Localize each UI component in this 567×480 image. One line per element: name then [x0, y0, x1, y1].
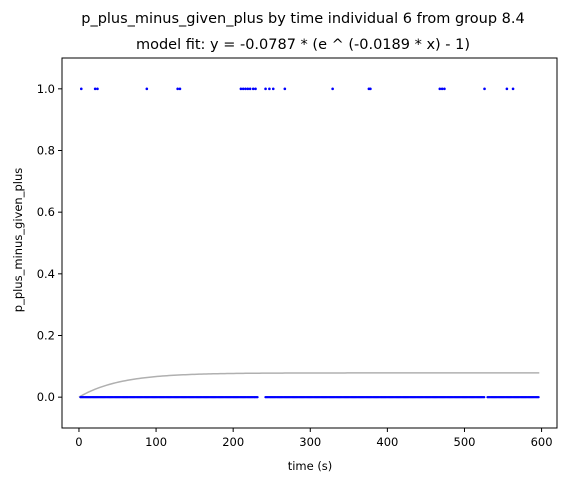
plot-frame [61, 57, 558, 429]
x-tick-label: 300 [299, 435, 321, 449]
data-point [331, 87, 334, 91]
x-tick-label: 200 [222, 435, 244, 449]
data-point [178, 87, 182, 91]
x-tick-label: 400 [376, 435, 398, 449]
x-tick-label: 500 [454, 435, 476, 449]
data-point [505, 87, 509, 91]
data-point [271, 87, 275, 91]
data-point [93, 87, 97, 91]
data-point [145, 87, 149, 91]
x-tick-label: 100 [145, 435, 167, 449]
data-point [483, 87, 486, 91]
data-point [511, 87, 515, 91]
data-point [537, 395, 540, 399]
y-tick-label: 0.0 [37, 390, 55, 404]
data-point [79, 87, 83, 91]
data-point [176, 87, 179, 91]
y-tick-label: 0.6 [37, 205, 55, 219]
data-point [96, 87, 99, 91]
data-point [241, 87, 245, 91]
y-axis-label: p_plus_minus_given_plus [11, 168, 25, 312]
chart-title: p_plus_minus_given_plus by time individu… [81, 11, 525, 27]
data-point [440, 87, 444, 91]
data-point [264, 87, 267, 91]
data-point [443, 87, 446, 91]
y-tick-label: 0.4 [37, 267, 55, 281]
x-tick-label: 0 [75, 435, 82, 449]
data-point [283, 87, 287, 91]
data-point [254, 87, 257, 91]
data-point [268, 87, 271, 91]
data-point [239, 87, 243, 91]
x-tick-label: 600 [531, 435, 553, 449]
data-point [246, 87, 250, 91]
data-point [248, 87, 252, 91]
y-tick-label: 0.2 [37, 329, 55, 343]
y-tick-label: 0.8 [37, 144, 55, 158]
data-point [256, 395, 259, 399]
data-point [369, 87, 372, 91]
data-point [251, 87, 255, 91]
y-tick-label: 1.0 [37, 82, 55, 96]
chart-subtitle: model fit: y = -0.0787 * (e ^ (-0.0189 *… [136, 37, 470, 53]
data-point [244, 87, 247, 91]
data-point [482, 395, 486, 399]
data-point [438, 87, 442, 91]
x-axis-label: time (s) [288, 459, 333, 473]
fit-curve [78, 372, 540, 398]
